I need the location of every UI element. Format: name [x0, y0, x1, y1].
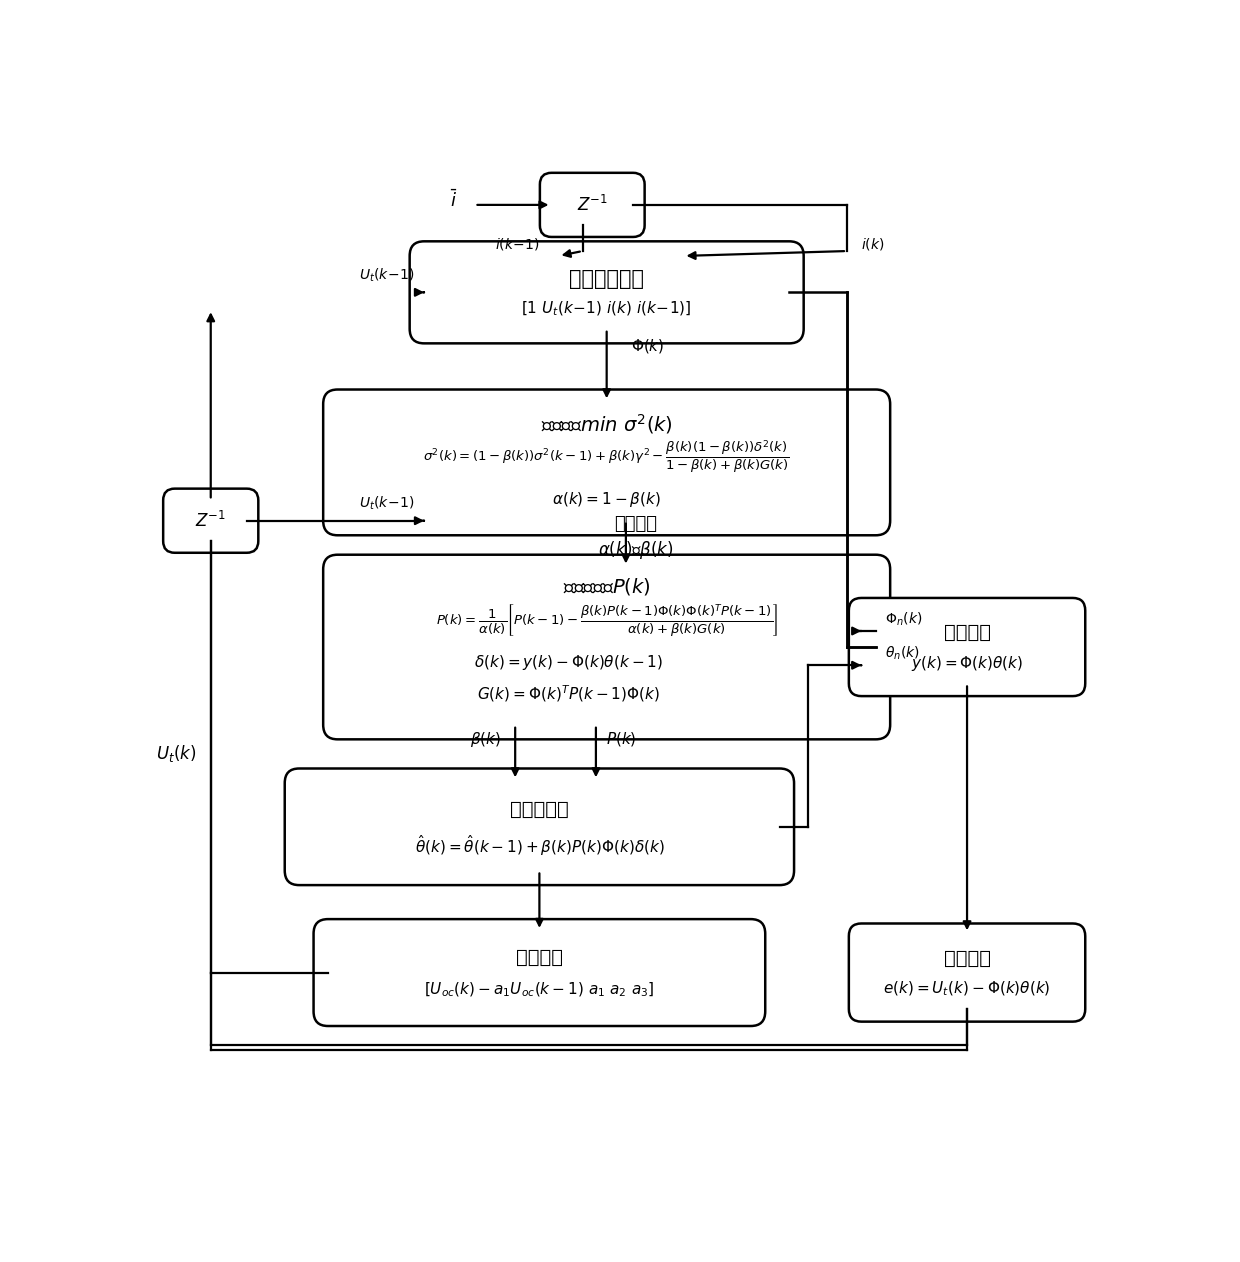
Text: $P(k)=\dfrac{1}{\alpha(k)}\left[P(k-1)-\dfrac{\beta(k)P(k-1)\Phi(k)\Phi(k)^T P(k: $P(k)=\dfrac{1}{\alpha(k)}\left[P(k-1)-\…: [435, 602, 777, 639]
FancyBboxPatch shape: [164, 488, 258, 553]
Text: $\bar{i}$: $\bar{i}$: [450, 189, 458, 211]
Text: $P(k)$: $P(k)$: [605, 731, 636, 748]
FancyBboxPatch shape: [285, 769, 794, 885]
Text: $\Phi(k)$: $\Phi(k)$: [631, 337, 665, 356]
Text: 优化参数: 优化参数: [614, 515, 657, 533]
Text: 预测电压: 预测电压: [944, 623, 991, 642]
Text: 预测和更新: 预测和更新: [510, 800, 569, 819]
Text: $U_t(k\!-\!1)$: $U_t(k\!-\!1)$: [360, 266, 414, 284]
FancyBboxPatch shape: [314, 919, 765, 1026]
FancyBboxPatch shape: [409, 241, 804, 343]
Text: 输入数据变量: 输入数据变量: [569, 269, 644, 289]
Text: $i(k\!-\!1)$: $i(k\!-\!1)$: [495, 236, 539, 252]
Text: $e(k)=U_t(k)-\Phi(k)\theta(k)$: $e(k)=U_t(k)-\Phi(k)\theta(k)$: [883, 979, 1050, 998]
FancyBboxPatch shape: [539, 173, 645, 237]
FancyBboxPatch shape: [849, 924, 1085, 1022]
Text: $\hat{\theta}(k)=\hat{\theta}(k-1)+\beta(k)P(k)\Phi(k)\delta(k)$: $\hat{\theta}(k)=\hat{\theta}(k-1)+\beta…: [414, 834, 665, 858]
Text: 协方差矩阵$P(k)$: 协方差矩阵$P(k)$: [563, 575, 651, 597]
Text: $G(k)=\Phi(k)^T P(k-1)\Phi(k)$: $G(k)=\Phi(k)^T P(k-1)\Phi(k)$: [477, 683, 660, 704]
Text: $U_t(k\!-\!1)$: $U_t(k\!-\!1)$: [360, 495, 414, 512]
Text: $\alpha(k)$、$\beta(k)$: $\alpha(k)$、$\beta(k)$: [598, 539, 673, 560]
Text: $i(k)$: $i(k)$: [862, 236, 885, 252]
Text: 电压误差: 电压误差: [944, 949, 991, 968]
FancyBboxPatch shape: [324, 555, 890, 740]
Text: $\delta(k)=y(k)-\Phi(k)\theta(k-1)$: $\delta(k)=y(k)-\Phi(k)\theta(k-1)$: [474, 652, 663, 673]
Text: $\alpha(k)=1-\beta(k)$: $\alpha(k)=1-\beta(k)$: [552, 490, 661, 509]
Text: $Z^{-1}$: $Z^{-1}$: [195, 511, 226, 531]
Text: $\Phi_n(k)$: $\Phi_n(k)$: [885, 611, 923, 628]
Text: $\beta(k)$: $\beta(k)$: [470, 729, 501, 748]
Text: $y(k)=\Phi(k)\theta(k)$: $y(k)=\Phi(k)\theta(k)$: [911, 654, 1023, 673]
Text: $U_t(k)$: $U_t(k)$: [156, 743, 196, 765]
Text: $[U_{oc}(k)-a_1U_{oc}(k-1)\ a_1\ a_2\ a_3]$: $[U_{oc}(k)-a_1U_{oc}(k-1)\ a_1\ a_2\ a_…: [424, 981, 655, 998]
Text: 优化准则$min\ \sigma^2(k)$: 优化准则$min\ \sigma^2(k)$: [541, 411, 672, 435]
Text: $\sigma^2(k)=(1-\beta(k))\sigma^2(k-1)+\beta(k)\gamma^2-\dfrac{\beta(k)(1-\beta(: $\sigma^2(k)=(1-\beta(k))\sigma^2(k-1)+\…: [423, 438, 790, 475]
FancyBboxPatch shape: [324, 390, 890, 535]
FancyBboxPatch shape: [849, 598, 1085, 697]
Text: 模型参数: 模型参数: [516, 948, 563, 967]
Text: $\theta_n(k)$: $\theta_n(k)$: [885, 645, 920, 663]
Text: $[1\ U_t(k\!-\!1)\ i(k)\ i(k\!-\!1)]$: $[1\ U_t(k\!-\!1)\ i(k)\ i(k\!-\!1)]$: [521, 299, 692, 318]
Text: $Z^{-1}$: $Z^{-1}$: [577, 194, 608, 215]
